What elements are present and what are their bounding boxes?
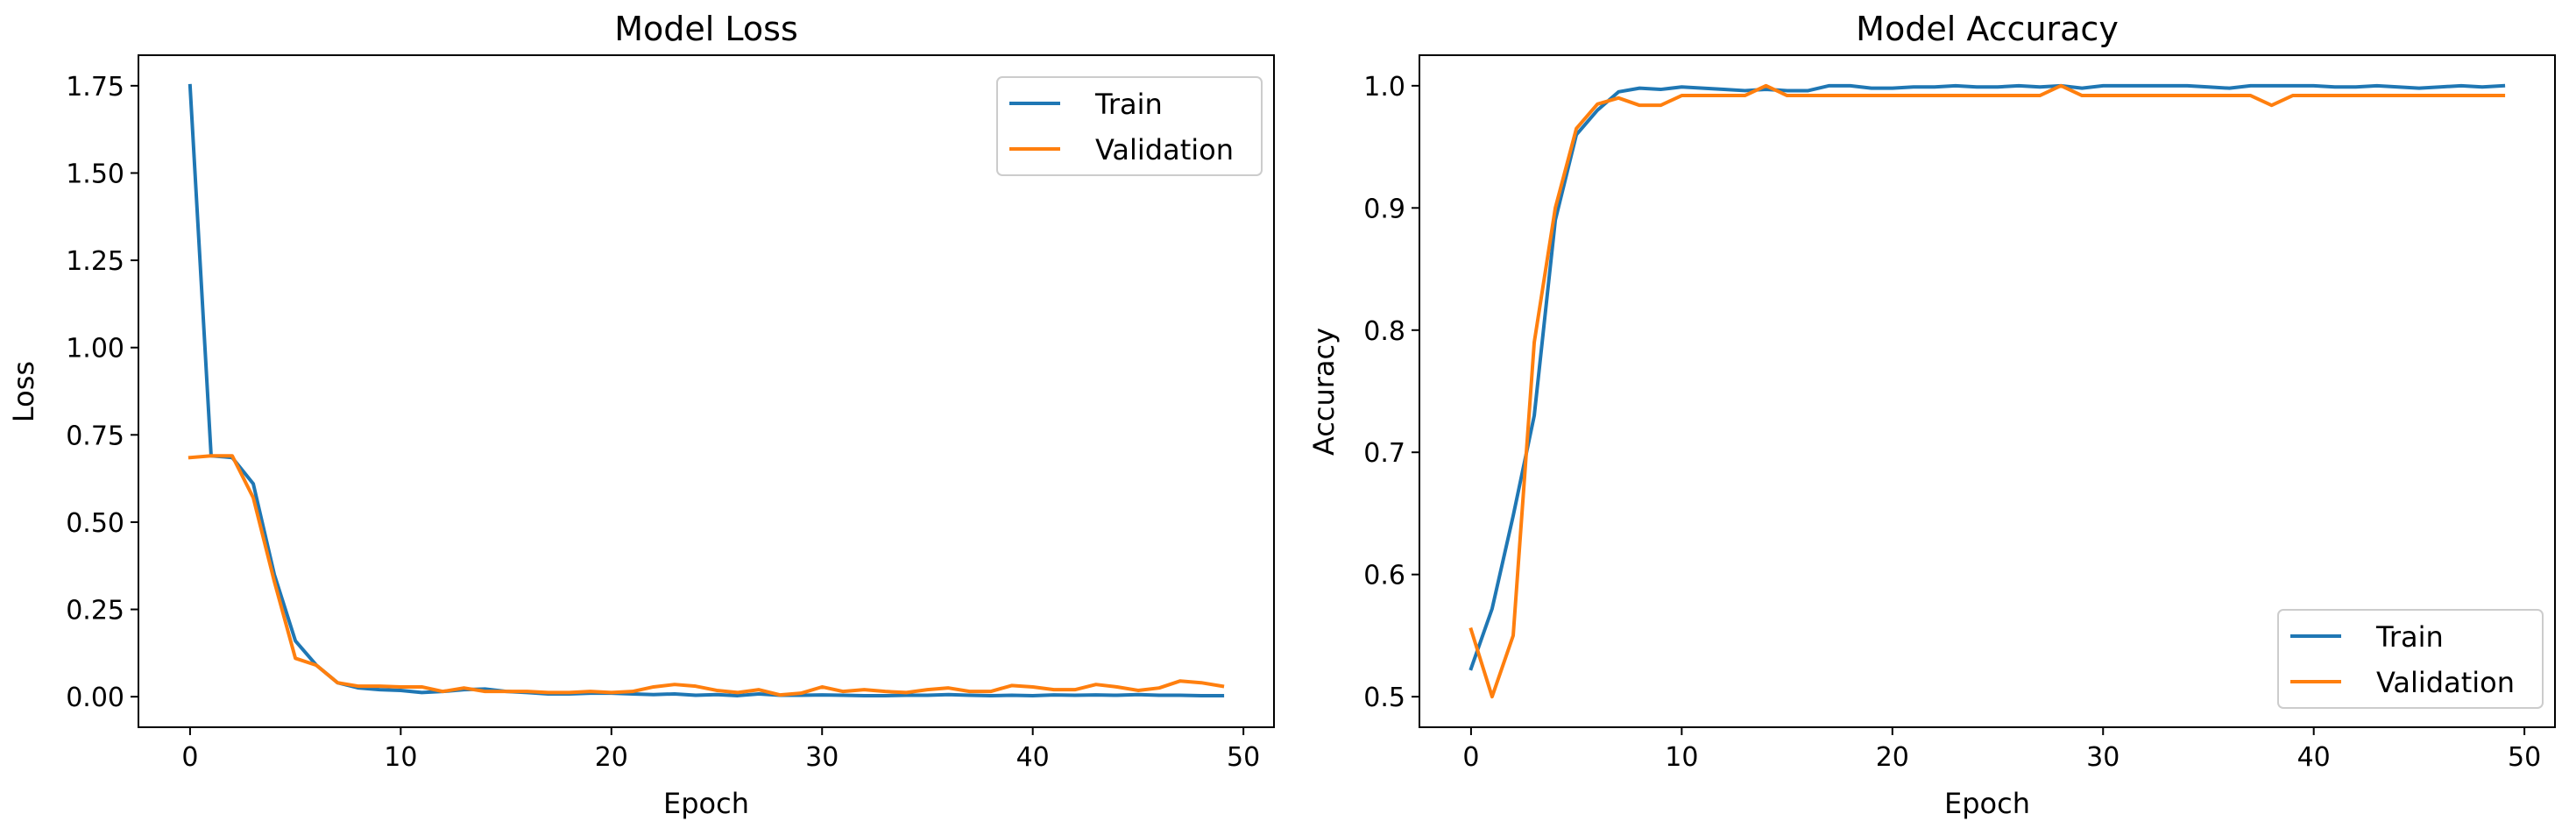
accuracy-chart: Model Accuracy 0.5 0.6 0.7 0.8 0.9 1.0 0 10 20 3… xyxy=(1307,10,2556,820)
loss-series-validation-line xyxy=(188,454,1225,697)
accuracy-x-tick-label: 10 xyxy=(1665,742,1698,773)
loss-x-ticks: 0 10 20 30 40 50 xyxy=(181,727,1260,773)
accuracy-x-tick-label: 50 xyxy=(2508,742,2541,773)
loss-y-axis-label: Loss xyxy=(7,361,40,422)
accuracy-x-axis-label: Epoch xyxy=(1944,787,2030,820)
loss-x-tick-label: 30 xyxy=(805,742,839,773)
loss-y-tick-label: 0.50 xyxy=(66,508,124,539)
accuracy-y-tick-label: 0.5 xyxy=(1363,683,1405,713)
loss-y-tick-label: 1.00 xyxy=(66,334,124,364)
accuracy-x-tick-label: 0 xyxy=(1462,742,1479,773)
loss-y-tick-label: 0.00 xyxy=(66,683,124,713)
loss-y-tick-label: 1.25 xyxy=(66,246,124,277)
loss-x-tick-label: 0 xyxy=(181,742,198,773)
accuracy-y-tick-label: 0.7 xyxy=(1363,438,1405,469)
accuracy-series-validation-line xyxy=(1468,83,2506,699)
accuracy-legend-train-label: Train xyxy=(2375,620,2444,654)
accuracy-y-tick-label: 0.6 xyxy=(1363,561,1405,591)
accuracy-y-tick-label: 0.8 xyxy=(1363,316,1405,347)
accuracy-series-lines xyxy=(1468,83,2506,699)
loss-x-tick-label: 10 xyxy=(384,742,417,773)
loss-series-lines xyxy=(188,83,1225,697)
loss-plot-frame xyxy=(138,54,1275,728)
accuracy-legend: Train Validation xyxy=(2277,609,2544,709)
accuracy-x-ticks: 0 10 20 30 40 50 xyxy=(1462,727,2541,773)
loss-legend-box xyxy=(996,76,1263,176)
loss-legend: Train Validation xyxy=(996,76,1263,176)
accuracy-x-tick-label: 30 xyxy=(2086,742,2120,773)
loss-y-tick-label: 1.50 xyxy=(66,159,124,189)
accuracy-chart-title: Model Accuracy xyxy=(1856,10,2119,48)
accuracy-legend-validation-label: Validation xyxy=(2376,666,2515,699)
loss-chart-title: Model Loss xyxy=(614,10,798,48)
accuracy-legend-box xyxy=(2277,609,2544,709)
accuracy-y-tick-label: 1.0 xyxy=(1363,72,1405,103)
loss-y-ticks: 0.00 0.25 0.50 0.75 1.00 1.25 1.50 1.75 xyxy=(66,72,138,713)
loss-x-axis-label: Epoch xyxy=(663,787,749,820)
loss-chart: Model Loss 0.00 0.25 0.50 0.75 1.00 1.25 1.50 1… xyxy=(7,10,1275,820)
accuracy-y-axis-label: Accuracy xyxy=(1307,328,1341,456)
loss-x-tick-label: 40 xyxy=(1016,742,1050,773)
accuracy-plot-frame xyxy=(1419,54,2556,728)
loss-x-tick-label: 50 xyxy=(1227,742,1260,773)
accuracy-x-tick-label: 40 xyxy=(2297,742,2331,773)
loss-y-tick-label: 1.75 xyxy=(66,72,124,103)
loss-legend-validation-label: Validation xyxy=(1095,133,1234,166)
loss-x-tick-label: 20 xyxy=(595,742,628,773)
accuracy-y-tick-label: 0.9 xyxy=(1363,194,1405,224)
accuracy-y-ticks: 0.5 0.6 0.7 0.8 0.9 1.0 xyxy=(1363,72,1419,713)
loss-y-tick-label: 0.25 xyxy=(66,596,124,626)
loss-y-tick-label: 0.75 xyxy=(66,421,124,451)
loss-series-train-line xyxy=(188,83,1225,697)
accuracy-x-tick-label: 20 xyxy=(1876,742,1909,773)
accuracy-series-train-line xyxy=(1468,83,2506,671)
loss-legend-train-label: Train xyxy=(1094,88,1163,121)
